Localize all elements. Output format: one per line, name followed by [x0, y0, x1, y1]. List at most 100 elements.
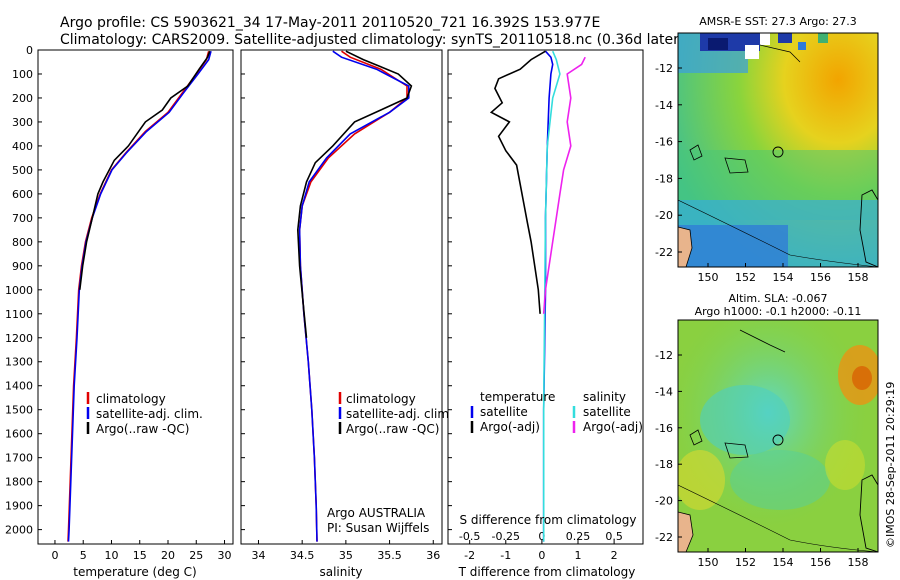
- legend-label: Argo(-adj): [583, 420, 643, 434]
- legend-label: Argo(..raw -QC): [346, 422, 439, 436]
- salinity-panel: [240, 49, 443, 545]
- lat-label: -22: [655, 246, 673, 259]
- y-tick-label: 400: [12, 140, 33, 153]
- legend-label: satellite: [583, 405, 631, 419]
- lon-label: 150: [698, 271, 719, 284]
- x-top-tick-label: -0.25: [492, 530, 520, 543]
- y-tick-label: 1000: [5, 284, 33, 297]
- legend-label: climatology: [96, 392, 166, 406]
- x-tick-label: -1: [500, 549, 511, 562]
- altim-map-frame: [677, 319, 879, 553]
- lat-label: -12: [655, 349, 673, 362]
- y-tick-label: 100: [12, 68, 33, 81]
- y-tick-label: 700: [12, 212, 33, 225]
- y-tick-label: 1700: [5, 452, 33, 465]
- legend-label: satellite-adj. clim.: [346, 407, 453, 421]
- difference-xlabel-top: S difference from climatology: [460, 513, 637, 527]
- legend-header-temperature: temperature: [480, 390, 555, 404]
- y-tick-label: 200: [12, 92, 33, 105]
- difference-axes: -2 -1 0 1 2 -0.5 -0.25 0 0.25 0.5: [448, 49, 623, 562]
- altim-map-axes: -12 -14 -16 -18 -20 -22 150 152 154 156 158: [655, 349, 868, 569]
- series-line-salinity-argo-adj-: [542, 56, 586, 314]
- lon-label: 154: [773, 271, 794, 284]
- legend-header-salinity: salinity: [583, 390, 626, 404]
- credit-label: ©IMOS 28-Sep-2011 20:29:19: [884, 382, 897, 548]
- x-tick-label: 34: [251, 549, 265, 562]
- x-tick-label: 0: [538, 549, 545, 562]
- legend-label: climatology: [346, 392, 416, 406]
- series-line-salinity-satellite: [542, 50, 561, 542]
- lon-label: 156: [810, 556, 831, 569]
- x-top-tick-label: -0.5: [459, 530, 480, 543]
- lon-label: 154: [773, 556, 794, 569]
- sst-map: [678, 33, 878, 267]
- temperature-axes: 0100200300400500600700800900100011001200…: [5, 44, 232, 562]
- x-tick-label: 25: [189, 549, 203, 562]
- x-top-tick-label: 0.25: [566, 530, 591, 543]
- x-tick-label: 0: [51, 549, 58, 562]
- lat-label: -16: [655, 136, 673, 149]
- x-tick-label: 34.5: [290, 549, 315, 562]
- lat-label: -22: [655, 531, 673, 544]
- y-tick-label: 1100: [5, 308, 33, 321]
- y-tick-label: 300: [12, 116, 33, 129]
- lon-label: 158: [848, 556, 869, 569]
- difference-xlabel: T difference from climatology: [458, 565, 636, 579]
- y-tick-label: 1400: [5, 380, 33, 393]
- y-tick-label: 600: [12, 188, 33, 201]
- lat-label: -12: [655, 62, 673, 75]
- y-tick-label: 800: [12, 236, 33, 249]
- x-tick-label: 15: [133, 549, 147, 562]
- salinity-axes: 34 34.5 35 35.5 36: [241, 49, 440, 562]
- x-top-tick-label: 0: [538, 530, 545, 543]
- lat-label: -14: [655, 99, 673, 112]
- temperature-legend: climatology satellite-adj. clim. Argo(..…: [86, 392, 203, 436]
- lat-label: -16: [655, 422, 673, 435]
- y-tick-label: 1200: [5, 332, 33, 345]
- x-tick-label: 20: [161, 549, 175, 562]
- lat-label: -18: [655, 458, 673, 471]
- altim-map-title1: Altim. SLA: -0.067: [728, 292, 827, 305]
- x-tick-label: 2: [611, 549, 618, 562]
- y-tick-label: 0: [26, 44, 33, 57]
- y-tick-label: 1300: [5, 356, 33, 369]
- lat-label: -14: [655, 385, 673, 398]
- series-line-satellite-adj-clim-: [298, 50, 410, 542]
- lon-label: 156: [810, 271, 831, 284]
- x-tick-label: 36: [426, 549, 440, 562]
- series-line-argo-raw-qc-: [79, 50, 211, 290]
- salinity-legend: climatology satellite-adj. clim. Argo(..…: [338, 392, 453, 436]
- sst-map-frame: [677, 32, 879, 268]
- legend-label: satellite: [480, 405, 528, 419]
- x-tick-label: 35: [339, 549, 353, 562]
- lon-label: 152: [735, 556, 756, 569]
- header-line2: Climatology: CARS2009. Satellite-adjuste…: [60, 32, 684, 48]
- y-tick-label: 1600: [5, 428, 33, 441]
- series-line-temperature-argo-adj-: [489, 50, 546, 314]
- lon-label: 150: [698, 556, 719, 569]
- y-tick-label: 900: [12, 260, 33, 273]
- x-tick-label: 10: [104, 549, 118, 562]
- y-tick-label: 1500: [5, 404, 33, 417]
- temperature-panel: [37, 49, 234, 545]
- y-tick-label: 1800: [5, 476, 33, 489]
- x-tick-label: 30: [218, 549, 232, 562]
- difference-legend: temperature salinity satellite Argo(-adj…: [470, 390, 643, 434]
- lon-label: 152: [735, 271, 756, 284]
- altim-map: [678, 320, 878, 552]
- legend-label: Argo(-adj): [480, 420, 540, 434]
- sst-map-axes: -12 -14 -16 -18 -20 -22 150 152 154 156 158: [655, 62, 868, 284]
- x-tick-label: -2: [464, 549, 475, 562]
- legend-label: Argo(..raw -QC): [96, 422, 189, 436]
- legend-label: satellite-adj. clim.: [96, 407, 203, 421]
- altim-map-title2: Argo h1000: -0.1 h2000: -0.11: [695, 305, 862, 318]
- pi-label: PI: Susan Wijffels: [327, 521, 429, 535]
- series-line-argo-raw-qc-: [296, 50, 413, 338]
- y-tick-label: 2000: [5, 524, 33, 537]
- argo-program-label: Argo AUSTRALIA: [327, 506, 426, 520]
- sst-map-title: AMSR-E SST: 27.3 Argo: 27.3: [699, 15, 857, 28]
- x-tick-label: 5: [80, 549, 87, 562]
- lat-label: -18: [655, 172, 673, 185]
- salinity-xlabel: salinity: [319, 565, 362, 579]
